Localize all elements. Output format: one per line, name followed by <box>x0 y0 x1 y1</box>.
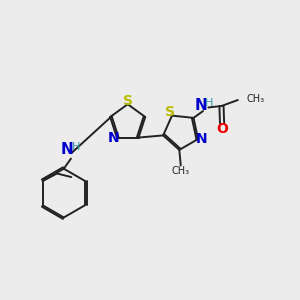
Text: S: S <box>123 94 133 108</box>
Text: CH₃: CH₃ <box>172 166 190 176</box>
Text: N: N <box>196 132 207 146</box>
Text: N: N <box>107 130 119 145</box>
Text: CH₃: CH₃ <box>246 94 264 103</box>
Text: H: H <box>205 98 213 108</box>
Text: N: N <box>61 142 74 157</box>
Text: S: S <box>165 105 175 119</box>
Text: O: O <box>217 122 229 136</box>
Text: N: N <box>195 98 207 113</box>
Text: H: H <box>72 142 80 152</box>
